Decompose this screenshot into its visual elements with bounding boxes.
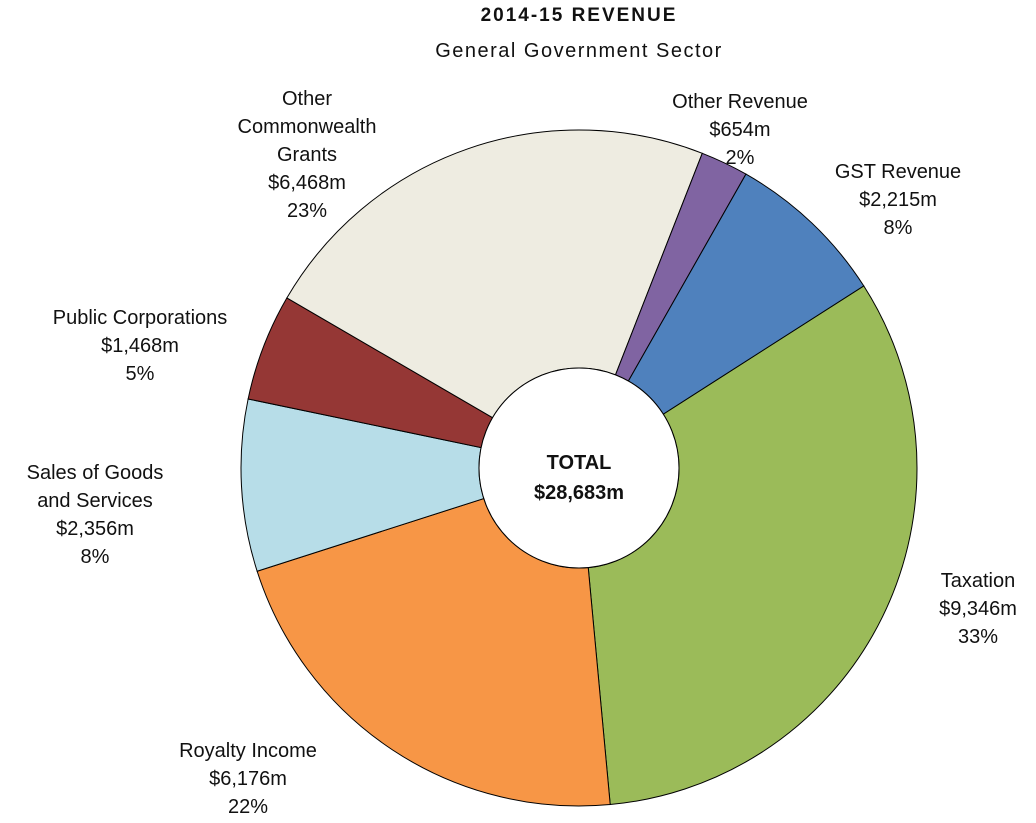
value-label: $6,176m [209,768,287,790]
percent-label: 22% [227,796,269,818]
value-label: $2,356m [56,518,134,540]
slice-label: Other Revenue $654m 2% [672,88,808,172]
value-label: $1,468m [101,335,179,357]
category-label: GST Revenue [834,161,962,183]
chart-subtitle: General Government Sector [435,40,723,62]
slice-label: Royalty Income $6,176m 22% [179,737,317,821]
slice-label: Sales of Goods and Services $2,356m 8% [27,459,164,571]
total-label: $28,683m [533,482,625,504]
category-label: Public Corporations [52,307,228,329]
center-title: TOTAL [546,452,612,474]
category-label: Other Commonwealth Grants [237,88,377,166]
value-label: $6,468m [268,172,346,194]
value-label: $654m [709,119,771,141]
slice-label: Taxation $9,346m 33% [939,567,1017,651]
category-label: Sales of Goods and Services [26,462,164,512]
percent-label: 2% [725,147,755,169]
percent-label: 33% [957,626,999,648]
slice-label: Other Commonwealth Grants $6,468m 23% [238,85,377,225]
percent-label: 8% [883,217,913,239]
percent-label: 8% [80,546,110,568]
percent-label: 5% [125,363,155,385]
category-label: Taxation [940,570,1016,592]
percent-label: 23% [286,200,328,222]
value-label: $9,346m [939,598,1017,620]
slice-label: GST Revenue $2,215m 8% [835,158,961,242]
donut-hole [478,367,680,569]
category-label: Other Revenue [672,91,808,113]
value-label: $2,215m [859,189,937,211]
slice-label: Public Corporations $1,468m 5% [53,304,228,388]
chart-title: 2014-15 REVENUE [480,5,678,26]
center-label: TOTAL $28,683m [534,448,624,508]
category-label: Royalty Income [179,740,317,762]
